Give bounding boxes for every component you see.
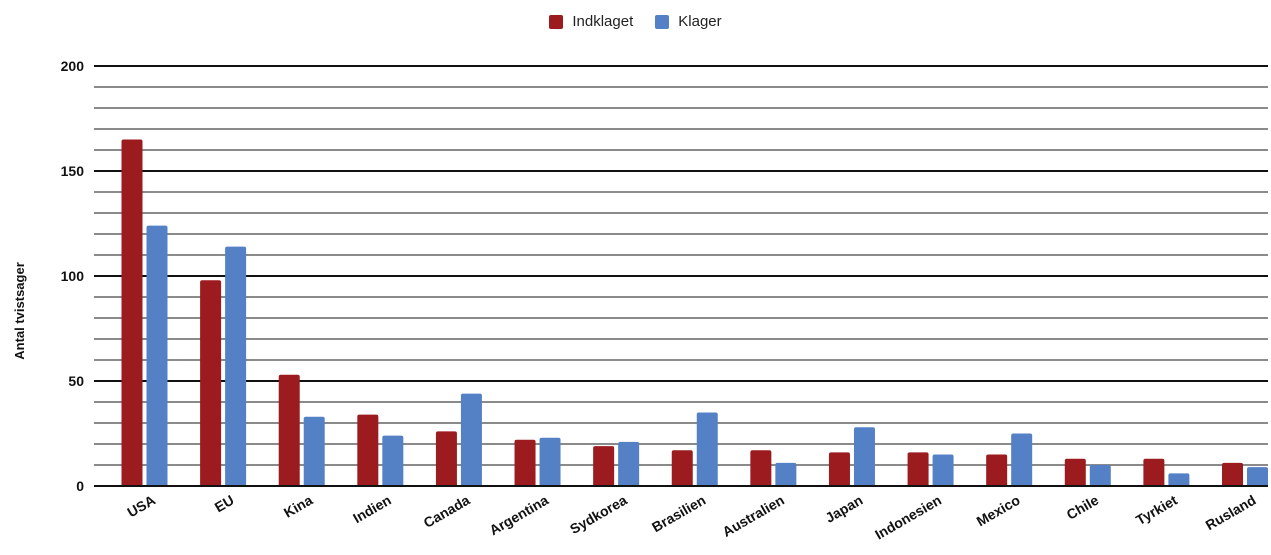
- bar-klager-sydkorea: [618, 441, 640, 486]
- legend-label-klager: Klager: [678, 13, 722, 30]
- bar-indklaget-usa: [121, 139, 143, 486]
- bar-klager-usa: [146, 225, 168, 486]
- bar-indklaget-mexico: [986, 454, 1008, 486]
- x-tick-label: Sydkorea: [567, 492, 630, 537]
- bar-klager-chile: [1089, 465, 1111, 486]
- bar-indklaget-eu: [200, 280, 222, 486]
- bar-indklaget-brasilien: [671, 450, 693, 486]
- bar-indklaget-australien: [750, 450, 772, 486]
- legend-label-indklaget: Indklaget: [572, 13, 634, 30]
- bar-klager-rusland: [1247, 467, 1268, 486]
- y-axis-title: Antal tvistsager: [12, 262, 27, 360]
- bar-indklaget-rusland: [1222, 462, 1243, 486]
- legend-swatch-klager: [655, 14, 670, 29]
- x-tick-label: Australien: [720, 492, 787, 540]
- bar-indklaget-chile: [1064, 458, 1086, 486]
- x-tick-label: Rusland: [1203, 492, 1259, 533]
- legend: Indklaget Klager: [0, 13, 1271, 30]
- bar-klager-brasilien: [696, 412, 718, 486]
- bar-indklaget-sydkorea: [593, 446, 615, 486]
- x-tick-label: Tyrkiet: [1133, 492, 1180, 528]
- y-tick-label: 0: [76, 478, 84, 494]
- x-tick-label: Brasilien: [649, 492, 708, 535]
- bar-indklaget-tyrkiet: [1143, 458, 1165, 486]
- bar-klager-eu: [225, 246, 247, 486]
- x-tick-label: Indien: [350, 492, 394, 526]
- x-tick-label: USA: [124, 492, 158, 521]
- x-tick-label: Canada: [421, 492, 473, 531]
- legend-item-indklaget: Indklaget: [549, 13, 633, 30]
- x-tick-label: Chile: [1064, 492, 1102, 523]
- x-tick-label: Indonesien: [872, 492, 944, 543]
- bar-klager-indien: [382, 435, 404, 486]
- x-tick-label: EU: [212, 492, 237, 516]
- bar-klager-japan: [853, 427, 875, 486]
- bar-indklaget-indonesien: [907, 452, 929, 486]
- x-tick-label: Kina: [281, 492, 315, 521]
- bar-indklaget-canada: [435, 431, 457, 486]
- legend-item-klager: Klager: [655, 13, 722, 30]
- bar-indklaget-indien: [357, 414, 379, 486]
- bar-indklaget-argentina: [514, 439, 536, 486]
- bar-klager-australien: [775, 462, 797, 486]
- bars: [94, 139, 1268, 487]
- bar-indklaget-kina: [278, 374, 300, 486]
- y-tick-label: 150: [61, 163, 85, 179]
- bar-indklaget-japan: [828, 452, 850, 486]
- legend-swatch-indklaget: [549, 14, 564, 29]
- x-tick-label: Japan: [822, 492, 865, 526]
- bar-klager-tyrkiet: [1168, 473, 1190, 486]
- bar-klager-argentina: [539, 437, 561, 486]
- x-tick-label: Argentina: [486, 492, 551, 539]
- bar-klager-kina: [303, 416, 325, 486]
- y-tick-label: 100: [61, 268, 85, 284]
- bar-klager-mexico: [1011, 433, 1033, 486]
- bar-klager-indonesien: [932, 454, 954, 486]
- bar-klager-canada: [460, 393, 482, 486]
- y-tick-label: 50: [68, 373, 84, 389]
- gridlines: [94, 65, 1268, 487]
- x-tick-label: Mexico: [974, 492, 1023, 530]
- y-tick-label: 200: [61, 58, 85, 74]
